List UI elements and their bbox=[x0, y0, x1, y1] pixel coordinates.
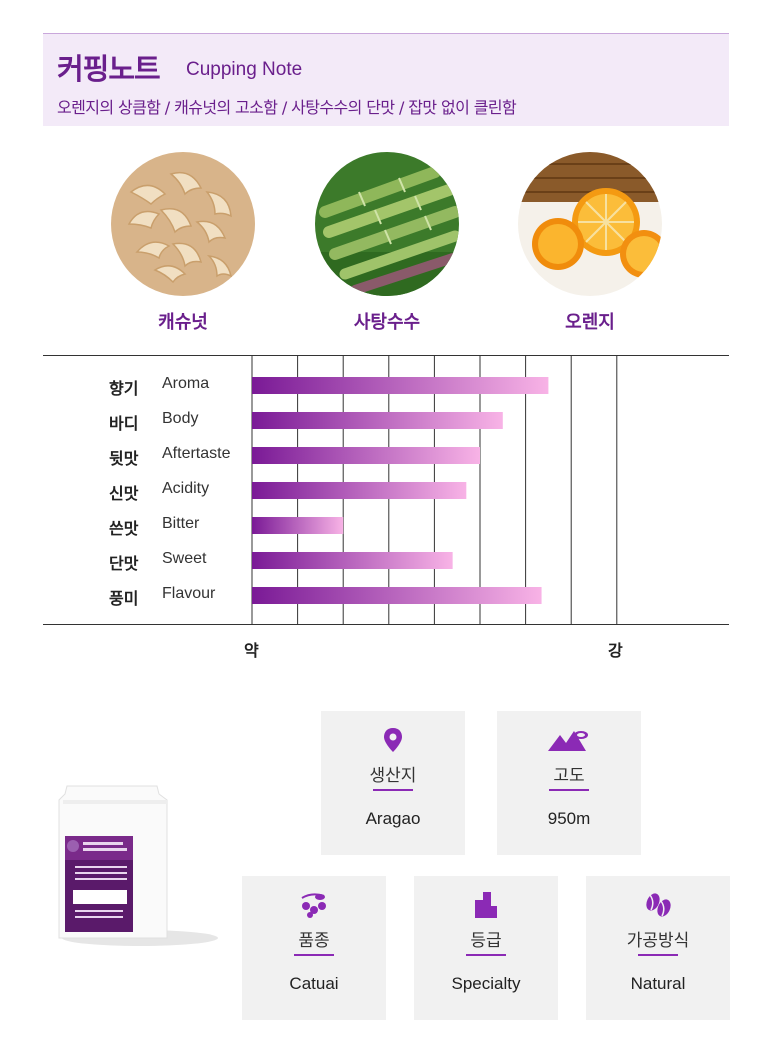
category-label-en: Body bbox=[162, 410, 199, 427]
category-label-en: Acidity bbox=[162, 480, 210, 497]
process-label: 가공방식 bbox=[626, 931, 690, 951]
coffee-cherry-icon bbox=[242, 892, 386, 918]
bar-acidity bbox=[252, 482, 467, 499]
cupping-description: 오렌지의 상큼함 / 캐슈넛의 고소함 / 사탕수수의 단맛 / 잡맛 없이 클… bbox=[57, 98, 517, 117]
category-label-ko: 쓴맛 bbox=[109, 519, 139, 538]
origin-value: Aragao bbox=[365, 809, 421, 828]
grade-value: Specialty bbox=[451, 974, 521, 993]
category-label-en: Flavour bbox=[162, 585, 216, 602]
coffee-bean-icon bbox=[586, 892, 730, 918]
cashew-image bbox=[111, 152, 255, 296]
orange-image bbox=[518, 152, 662, 296]
cupping-chart bbox=[43, 355, 729, 625]
bar-bitter bbox=[252, 517, 344, 534]
process-value: Natural bbox=[630, 974, 686, 993]
axis-max-label: 강 bbox=[608, 641, 623, 660]
grade-label: 등급 bbox=[470, 931, 502, 951]
category-label-en: Sweet bbox=[162, 550, 207, 567]
bar-aroma bbox=[252, 377, 549, 394]
variety-card: 품종 Catuai bbox=[242, 876, 386, 1020]
flavor-label-orange: 오렌지 bbox=[565, 312, 615, 333]
page-subtitle: Cupping Note bbox=[186, 59, 303, 80]
category-label-ko: 뒷맛 bbox=[109, 449, 139, 468]
bar-flavour bbox=[252, 587, 542, 604]
divider bbox=[294, 954, 334, 956]
divider bbox=[373, 789, 413, 791]
cupping-bar-chart bbox=[43, 355, 729, 625]
category-label-en: Aroma bbox=[162, 375, 210, 392]
category-label-ko: 단맛 bbox=[109, 554, 139, 573]
origin-card: 생산지 Aragao bbox=[321, 711, 465, 855]
flavor-label-sugarcane: 사탕수수 bbox=[353, 312, 421, 333]
category-label-en: Aftertaste bbox=[162, 445, 231, 462]
page-title: 커핑노트 bbox=[57, 52, 161, 86]
category-label-ko: 향기 bbox=[109, 379, 139, 398]
cupping-note-header: 커핑노트 Cupping Note 오렌지의 상큼함 / 캐슈넛의 고소함 / … bbox=[43, 33, 729, 126]
mountain-icon bbox=[497, 727, 641, 753]
origin-label: 생산지 bbox=[369, 766, 417, 786]
sugarcane-image bbox=[315, 152, 459, 296]
axis-min-label: 약 bbox=[244, 641, 259, 660]
bar-sweet bbox=[252, 552, 453, 569]
divider bbox=[549, 789, 589, 791]
bar-aftertaste bbox=[252, 447, 480, 464]
location-pin-icon bbox=[321, 727, 465, 753]
altitude-label: 고도 bbox=[553, 766, 585, 786]
category-label-ko: 신맛 bbox=[109, 484, 139, 503]
divider bbox=[466, 954, 506, 956]
category-label-ko: 바디 bbox=[109, 414, 139, 433]
altitude-card: 고도 950m bbox=[497, 711, 641, 855]
grade-card: 등급 Specialty bbox=[414, 876, 558, 1020]
variety-label: 품종 bbox=[298, 931, 330, 951]
coffee-bag-image bbox=[45, 780, 220, 950]
category-label-ko: 풍미 bbox=[109, 589, 139, 608]
bar-body bbox=[252, 412, 503, 429]
variety-value: Catuai bbox=[289, 974, 339, 993]
grade-icon bbox=[414, 892, 558, 918]
process-card: 가공방식 Natural bbox=[586, 876, 730, 1020]
flavor-label-cashew: 캐슈넛 bbox=[158, 312, 208, 333]
altitude-value: 950m bbox=[547, 809, 591, 828]
category-label-en: Bitter bbox=[162, 515, 200, 532]
divider bbox=[638, 954, 678, 956]
